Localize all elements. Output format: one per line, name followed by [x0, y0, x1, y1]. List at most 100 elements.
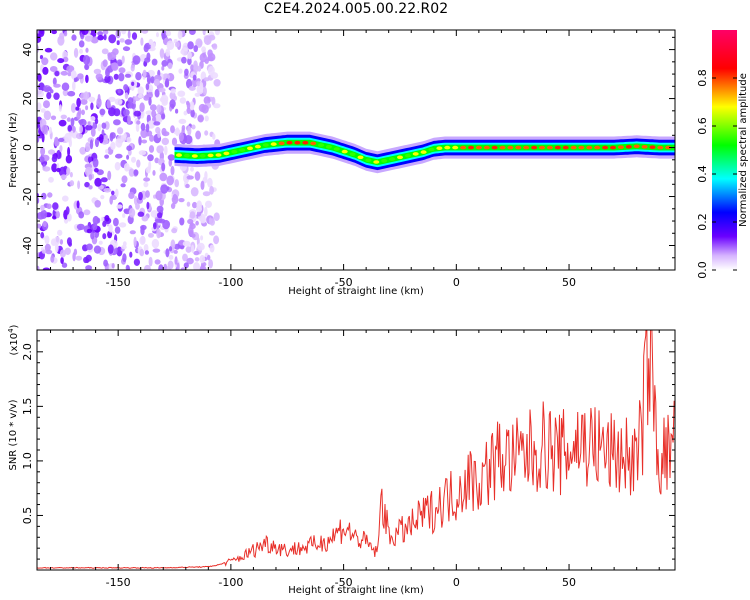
noise-blob [94, 118, 99, 125]
noise-blob [127, 102, 134, 109]
noise-blob [145, 123, 150, 133]
noise-blob [144, 250, 149, 255]
noise-blob [136, 159, 141, 168]
ridge-peak [617, 145, 624, 149]
noise-blob [100, 177, 108, 183]
noise-blob [138, 136, 142, 146]
noise-blob [209, 218, 215, 226]
noise-blob [191, 78, 198, 88]
noise-blob [37, 197, 40, 204]
noise-blob [70, 103, 77, 113]
noise-blob [123, 163, 130, 172]
noise-blob [85, 105, 89, 111]
noise-blob [117, 127, 124, 135]
noise-blob [160, 184, 169, 194]
noise-blob [162, 219, 171, 230]
noise-blob [187, 218, 194, 225]
noise-blob [44, 47, 53, 53]
noise-blob [190, 64, 194, 72]
noise-blob [58, 119, 67, 127]
noise-blob [41, 192, 47, 200]
ridge-peak [302, 140, 309, 145]
ridge-peak [310, 141, 317, 146]
noise-blob [85, 265, 92, 270]
noise-blob [212, 43, 218, 50]
x-tick-label: -50 [335, 576, 353, 589]
ridge-peak [570, 145, 577, 150]
noise-blob [108, 224, 113, 233]
noise-blob [161, 113, 166, 120]
ridge-peak [523, 145, 530, 150]
ridge-peak [554, 145, 561, 150]
noise-blob [89, 139, 94, 150]
noise-blob [40, 108, 46, 113]
noise-blob [37, 223, 42, 229]
noise-blob [156, 145, 164, 154]
noise-blob [126, 265, 131, 270]
ridge-peak [444, 145, 451, 150]
noise-blob [51, 30, 57, 35]
noise-blob [179, 97, 187, 104]
noise-blob [194, 257, 200, 262]
noise-blob [121, 30, 127, 35]
noise-blob [79, 48, 83, 54]
noise-blob [184, 68, 189, 77]
ridge-peak [483, 145, 490, 150]
noise-blob [212, 133, 216, 140]
noise-blob [131, 156, 136, 163]
noise-blob [123, 84, 129, 91]
noise-blob [137, 86, 144, 96]
colorbar-tick-label: 0.4 [696, 165, 709, 183]
ridge-peak [507, 145, 514, 150]
noise-blob [64, 132, 72, 143]
noise-blob [43, 110, 52, 121]
noise-blob [69, 180, 75, 187]
noise-blob [128, 208, 136, 218]
noise-blob [107, 244, 114, 254]
noise-blob [203, 77, 210, 82]
noise-blob [62, 56, 69, 63]
noise-blob [56, 167, 61, 173]
noise-blob [75, 106, 80, 111]
noise-blob [178, 198, 185, 203]
snr-y-axis-label: SNR (10 * v/v) [8, 399, 19, 470]
noise-blob [62, 89, 69, 97]
noise-blob [90, 36, 99, 44]
noise-blob [66, 167, 71, 176]
snr-scale-label: (x104) [7, 324, 20, 355]
noise-blob [67, 90, 76, 97]
ridge-peak [412, 152, 419, 156]
noise-blob [193, 250, 200, 256]
noise-blob [156, 205, 164, 213]
noise-blob [92, 222, 98, 231]
ridge-peak [594, 145, 601, 150]
noise-blob [156, 228, 162, 239]
ridge-peak [349, 152, 356, 156]
noise-blob [151, 109, 157, 118]
colorbar-label: Normalized spectral amplitude [738, 73, 749, 227]
noise-blob [46, 203, 52, 210]
noise-blob [182, 240, 191, 247]
noise-blob [67, 124, 73, 132]
noise-blob [152, 248, 161, 253]
noise-blob [209, 230, 216, 236]
colorbar-tick-label: 0.6 [696, 117, 709, 135]
noise-blob [110, 132, 116, 139]
noise-blob [202, 176, 208, 184]
noise-blob [143, 44, 149, 53]
noise-blob [130, 64, 135, 72]
x-tick-label: -50 [335, 276, 353, 289]
noise-blob [174, 243, 181, 250]
noise-blob [59, 239, 64, 245]
noise-blob [141, 30, 149, 34]
y-tick-label: 0.5 [21, 507, 34, 525]
noise-blob [133, 258, 140, 266]
noise-blob [46, 86, 52, 91]
noise-blob [53, 92, 60, 100]
ridge-peak [562, 145, 569, 150]
noise-blob [99, 108, 106, 116]
noise-blob [164, 145, 168, 156]
x-tick-label: -100 [218, 576, 243, 589]
noise-blob [144, 264, 151, 270]
ridge-peak [254, 144, 261, 149]
